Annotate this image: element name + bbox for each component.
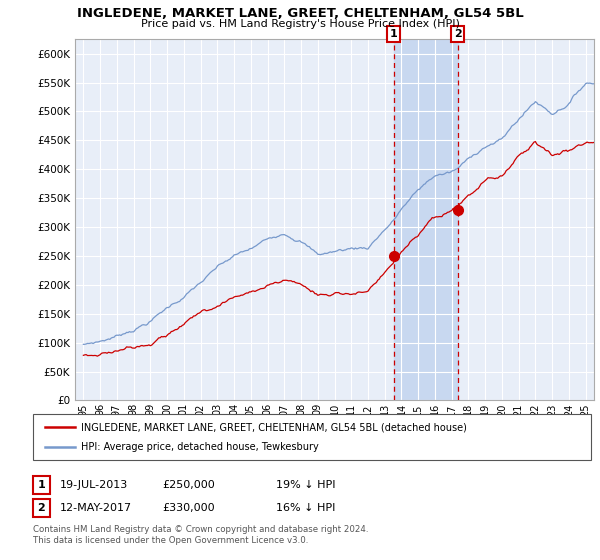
Text: £330,000: £330,000 xyxy=(162,503,215,513)
Text: 16% ↓ HPI: 16% ↓ HPI xyxy=(276,503,335,513)
Text: 19-JUL-2013: 19-JUL-2013 xyxy=(60,480,128,490)
Text: INGLEDENE, MARKET LANE, GREET, CHELTENHAM, GL54 5BL (detached house): INGLEDENE, MARKET LANE, GREET, CHELTENHA… xyxy=(81,422,467,432)
Bar xyxy=(394,39,458,400)
Text: £250,000: £250,000 xyxy=(162,480,215,490)
Text: 2: 2 xyxy=(38,503,45,513)
Text: Contains HM Land Registry data © Crown copyright and database right 2024.
This d: Contains HM Land Registry data © Crown c… xyxy=(33,525,368,545)
Text: 1: 1 xyxy=(38,480,45,490)
Text: HPI: Average price, detached house, Tewkesbury: HPI: Average price, detached house, Tewk… xyxy=(81,442,319,452)
Text: INGLEDENE, MARKET LANE, GREET, CHELTENHAM, GL54 5BL: INGLEDENE, MARKET LANE, GREET, CHELTENHA… xyxy=(77,7,523,20)
Text: Price paid vs. HM Land Registry's House Price Index (HPI): Price paid vs. HM Land Registry's House … xyxy=(140,19,460,29)
Text: 2: 2 xyxy=(454,29,461,39)
Text: 12-MAY-2017: 12-MAY-2017 xyxy=(60,503,132,513)
Text: 1: 1 xyxy=(390,29,398,39)
Text: 19% ↓ HPI: 19% ↓ HPI xyxy=(276,480,335,490)
